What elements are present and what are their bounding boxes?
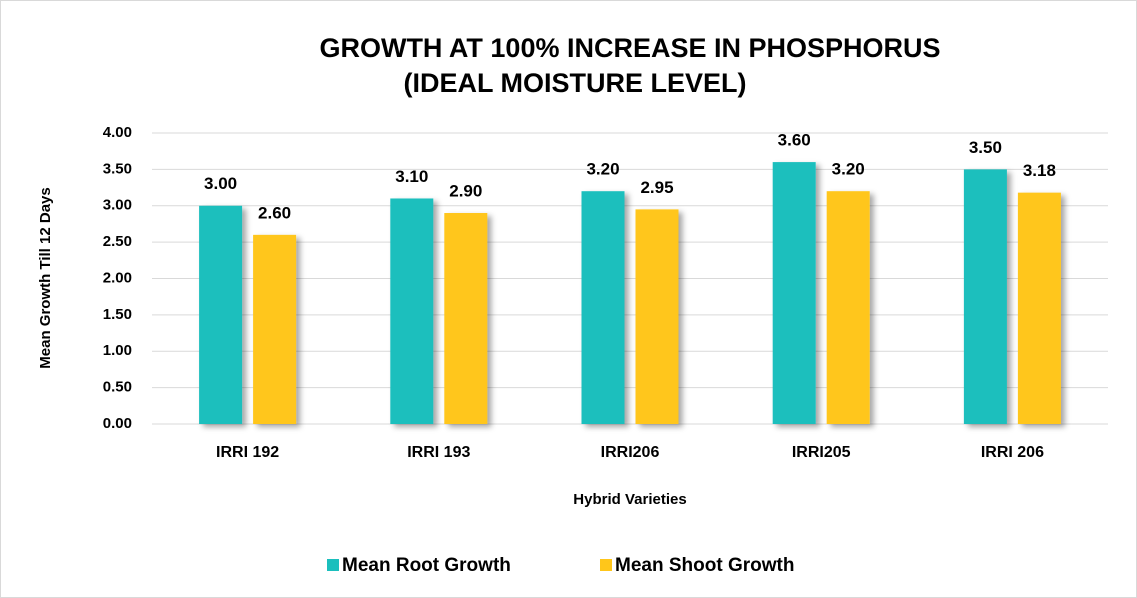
bar [772, 162, 816, 424]
bar [826, 191, 870, 424]
bar [199, 205, 243, 424]
value-label: 3.60 [778, 131, 811, 150]
bar [1017, 192, 1061, 424]
x-axis-title: Hybrid Varieties [573, 491, 686, 508]
y-tick-label: 1.00 [103, 342, 132, 359]
value-label: 3.00 [204, 174, 237, 193]
y-tick-label: 2.50 [103, 233, 132, 250]
y-tick-label: 3.50 [103, 160, 132, 177]
value-label: 3.20 [832, 160, 865, 179]
y-tick-label: 2.00 [103, 269, 132, 286]
y-tick-label: 0.00 [103, 415, 132, 432]
value-label: 2.60 [258, 203, 291, 222]
plot [199, 162, 1061, 424]
bar [253, 234, 297, 424]
bar [963, 169, 1007, 424]
x-tick-label: IRRI 206 [981, 444, 1044, 461]
legend-label: Mean Shoot Growth [615, 555, 794, 576]
x-tick-label: IRRI206 [601, 444, 660, 461]
bar [390, 198, 434, 424]
legend-swatch [327, 559, 339, 571]
y-tick-label: 4.00 [103, 124, 132, 141]
x-tick-label: IRRI 193 [407, 444, 470, 461]
bar [635, 209, 679, 424]
y-axis-title: Mean Growth Till 12 Days [37, 187, 54, 368]
legend-swatch [600, 559, 612, 571]
bar [581, 191, 625, 424]
chart-title: GROWTH AT 100% INCREASE IN PHOSPHORUS [319, 33, 940, 63]
x-tick-label: IRRI 192 [216, 444, 279, 461]
grid [152, 132, 1108, 425]
y-tick-label: 3.00 [103, 197, 132, 214]
value-label: 3.10 [395, 167, 428, 186]
bar [444, 213, 488, 424]
chart-title: (IDEAL MOISTURE LEVEL) [403, 68, 746, 98]
value-label: 2.95 [640, 178, 673, 197]
y-tick-label: 0.50 [103, 379, 132, 396]
y-tick-label: 1.50 [103, 306, 132, 323]
value-label: 3.18 [1023, 161, 1056, 180]
value-label: 2.90 [449, 182, 482, 201]
value-label: 3.50 [969, 138, 1002, 157]
x-tick-label: IRRI205 [792, 444, 851, 461]
legend-label: Mean Root Growth [342, 555, 511, 576]
value-label: 3.20 [586, 160, 619, 179]
